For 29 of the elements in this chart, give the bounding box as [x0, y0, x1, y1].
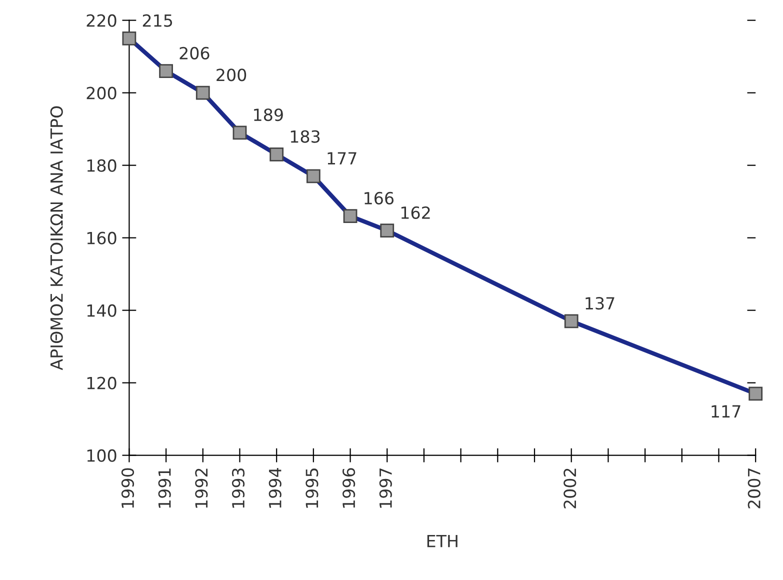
- data-label: 166: [364, 192, 394, 204]
- data-label: 200: [216, 68, 246, 82]
- data-label: 177: [328, 152, 356, 164]
- data-label: 206: [180, 46, 210, 60]
- data-label: 215: [142, 14, 172, 27]
- y-tick-label: 180: [87, 159, 116, 172]
- y-tick-label: 120: [87, 376, 116, 390]
- x-tick-label: 1994: [268, 468, 282, 508]
- data-label: 117: [712, 405, 740, 418]
- x-tick-label: 1991: [158, 468, 171, 508]
- x-tick-label: 2007: [748, 468, 760, 508]
- x-tick-label: 1995: [306, 468, 318, 508]
- data-label: 183: [290, 130, 320, 143]
- y-tick-label: 200: [86, 86, 116, 100]
- y-axis-title: ΑΡΙΘΜΟΣ ΚΑΤΟΙΚΩΝ ΑΝΑ ΙΑΤΡΟ: [50, 106, 63, 370]
- x-tick-label: 1993: [232, 468, 245, 508]
- data-label: 162: [401, 206, 430, 219]
- x-tick-label: 2002: [564, 468, 576, 508]
- y-tick-label: 220: [86, 14, 116, 27]
- x-tick-label: 1996: [342, 468, 356, 508]
- x-tick-label: 1992: [195, 468, 208, 508]
- y-tick-label: 140: [87, 304, 116, 317]
- y-tick-label: 100: [87, 449, 116, 462]
- x-axis-title: ΕΤΗ: [427, 535, 458, 548]
- y-tick-label: 160: [87, 232, 116, 244]
- x-tick-label: 1990: [121, 468, 134, 508]
- data-label: 137: [586, 297, 614, 310]
- x-tick-label: 1997: [379, 468, 392, 508]
- data-label: 189: [254, 108, 283, 122]
